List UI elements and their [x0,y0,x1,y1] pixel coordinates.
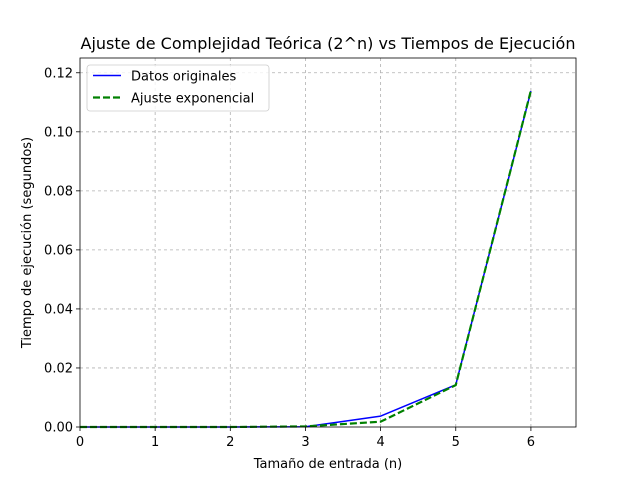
x-axis: 0 1 2 3 4 5 6 [76,427,535,450]
y-tick-label-0: 0.00 [44,421,73,436]
y-tick-label-3: 0.06 [44,243,73,258]
chart-title: Ajuste de Complejidad Teórica (2^n) vs T… [81,34,576,53]
legend-label-datos-originales: Datos originales [131,70,237,85]
legend: Datos originales Ajuste exponencial [86,64,270,112]
legend-box [86,64,270,112]
x-tick-label-6: 6 [527,435,535,450]
x-tick-label-3: 3 [301,435,309,450]
y-axis: 0.00 0.02 0.04 0.06 0.08 0.10 0.12 [44,66,80,436]
legend-label-ajuste-exponencial: Ajuste exponencial [131,92,254,107]
x-tick-label-0: 0 [76,435,84,450]
y-tick-label-2: 0.04 [44,302,73,317]
x-tick-label-4: 4 [376,435,384,450]
grid-lines [80,58,576,427]
y-tick-label-5: 0.10 [44,125,73,140]
y-axis-label: Tiempo de ejecución (segundos) [20,137,35,349]
axes-frame [79,57,577,428]
y-tick-label-4: 0.08 [44,184,73,199]
x-tick-label-2: 2 [226,435,234,450]
x-tick-label-5: 5 [452,435,460,450]
y-tick-label-6: 0.12 [44,66,73,81]
y-tick-label-1: 0.02 [44,361,73,376]
x-tick-label-1: 1 [151,435,159,450]
x-axis-label: Tamaño de entrada (n) [253,457,402,472]
